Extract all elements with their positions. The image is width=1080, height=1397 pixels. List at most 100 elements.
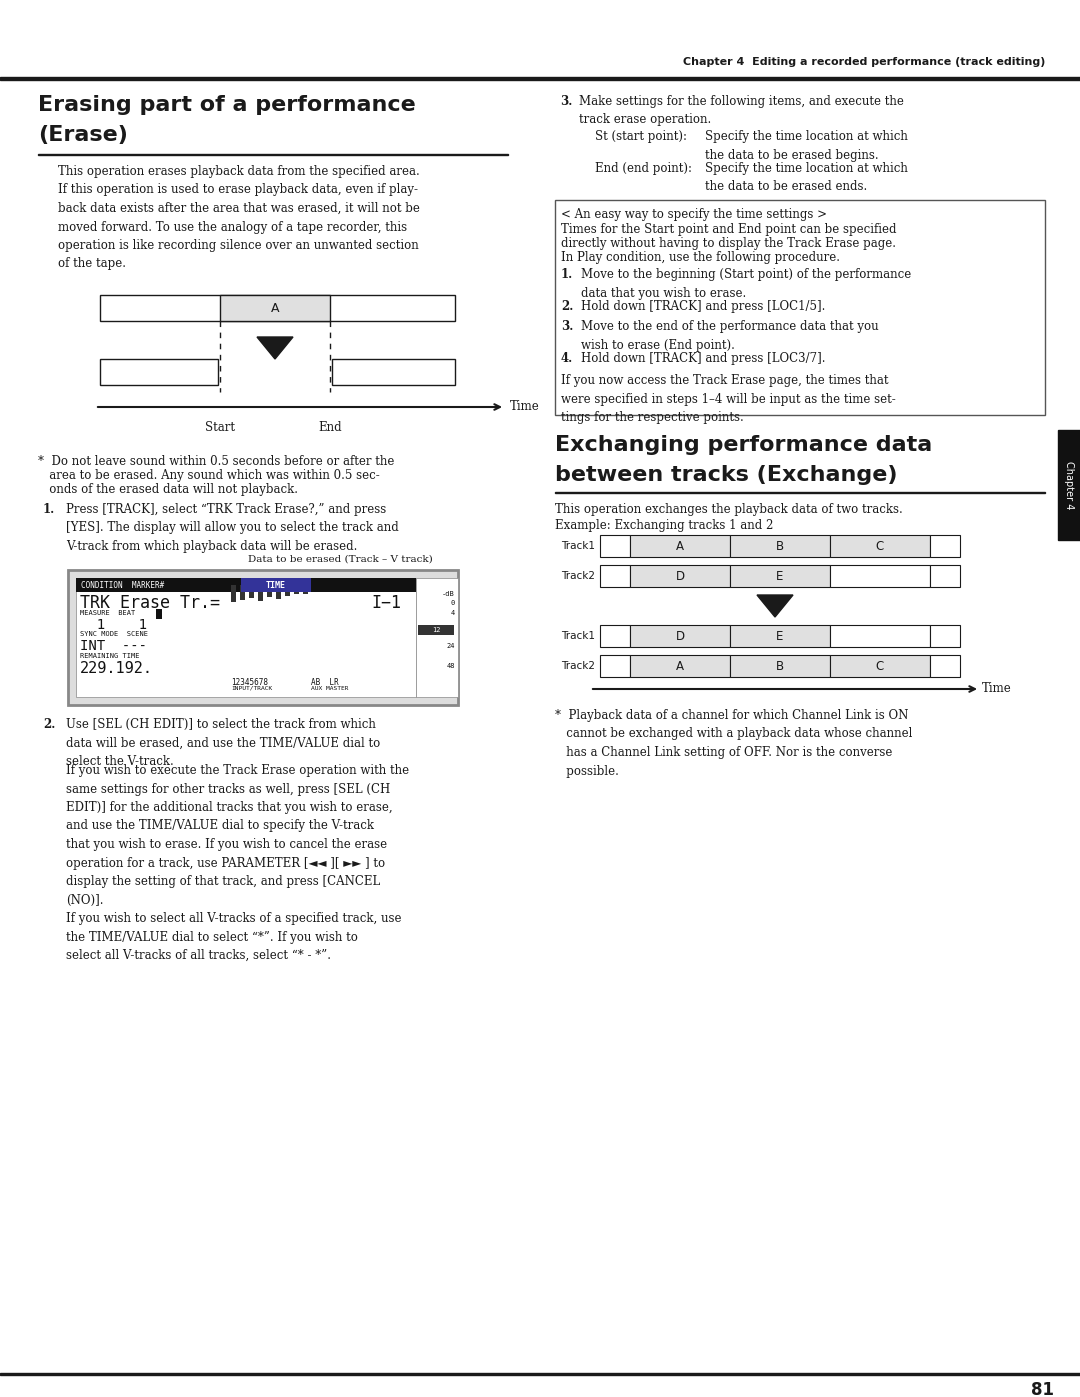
- Bar: [630, 655, 730, 678]
- Bar: [831, 564, 930, 587]
- Text: *  Do not leave sound within 0.5 seconds before or after the: * Do not leave sound within 0.5 seconds …: [38, 455, 394, 468]
- Text: This operation erases playback data from the specified area.
If this operation i: This operation erases playback data from…: [58, 165, 420, 271]
- Text: St (start point):: St (start point):: [595, 130, 687, 142]
- Text: 2.: 2.: [561, 300, 573, 313]
- Bar: [630, 535, 730, 557]
- Text: Track1: Track1: [561, 541, 595, 550]
- Text: 24: 24: [446, 643, 455, 650]
- Bar: [730, 624, 831, 647]
- Text: 12: 12: [432, 627, 441, 633]
- Bar: [730, 655, 831, 678]
- Bar: [1058, 430, 1080, 541]
- Text: Example: Exchanging tracks 1 and 2: Example: Exchanging tracks 1 and 2: [555, 520, 773, 532]
- Text: End: End: [319, 420, 341, 434]
- Text: E: E: [777, 570, 784, 583]
- Text: -dB: -dB: [442, 591, 455, 597]
- Bar: [630, 564, 730, 587]
- Text: Start: Start: [205, 420, 235, 434]
- Bar: [303, 585, 308, 594]
- Text: Exchanging performance data: Exchanging performance data: [555, 434, 932, 455]
- Bar: [418, 624, 454, 636]
- Text: Hold down [TRACK] and press [LOC1/5].: Hold down [TRACK] and press [LOC1/5].: [581, 300, 825, 313]
- Text: C: C: [876, 659, 885, 672]
- Bar: [416, 578, 458, 697]
- Text: Data to be erased (Track – V track): Data to be erased (Track – V track): [247, 555, 432, 564]
- Text: A: A: [676, 659, 684, 672]
- Bar: [831, 535, 930, 557]
- Text: Use [SEL (CH EDIT)] to select the track from which
data will be erased, and use : Use [SEL (CH EDIT)] to select the track …: [66, 718, 380, 768]
- Bar: [68, 570, 458, 705]
- Text: MEASURE  BEAT: MEASURE BEAT: [80, 610, 135, 616]
- Bar: [332, 359, 455, 386]
- Text: directly without having to display the Track Erase page.: directly without having to display the T…: [561, 237, 896, 250]
- Text: Time: Time: [982, 683, 1012, 696]
- Text: INPUT/TRACK: INPUT/TRACK: [231, 686, 272, 692]
- Text: Track2: Track2: [561, 571, 595, 581]
- Bar: [555, 200, 1045, 415]
- Text: End (end point):: End (end point):: [595, 162, 692, 175]
- Bar: [258, 585, 264, 601]
- Text: between tracks (Exchange): between tracks (Exchange): [555, 465, 897, 485]
- Bar: [730, 535, 831, 557]
- Text: *  Playback data of a channel for which Channel Link is ON
   cannot be exchange: * Playback data of a channel for which C…: [555, 710, 913, 778]
- Bar: [600, 655, 630, 678]
- Text: Move to the beginning (Start point) of the performance
data that you wish to era: Move to the beginning (Start point) of t…: [581, 268, 912, 299]
- Bar: [555, 492, 1045, 493]
- Text: TIME: TIME: [266, 581, 286, 590]
- Bar: [76, 578, 416, 592]
- Text: Chapter 4  Editing a recorded performance (track editing): Chapter 4 Editing a recorded performance…: [683, 57, 1045, 67]
- Bar: [276, 585, 281, 599]
- Text: 229.192.: 229.192.: [80, 661, 153, 676]
- Text: B: B: [775, 659, 784, 672]
- Bar: [100, 295, 455, 321]
- Bar: [38, 154, 508, 155]
- Text: 12345678: 12345678: [231, 678, 268, 687]
- Text: < An easy way to specify the time settings >: < An easy way to specify the time settin…: [561, 208, 827, 221]
- Text: 2.: 2.: [43, 718, 55, 731]
- Text: B: B: [775, 539, 784, 552]
- Bar: [240, 585, 245, 599]
- Text: 81: 81: [1030, 1382, 1053, 1397]
- Bar: [267, 585, 272, 597]
- Text: INT  ---: INT ---: [80, 638, 147, 652]
- Text: 1.: 1.: [561, 268, 573, 281]
- Text: TRK Erase Tr.=: TRK Erase Tr.=: [80, 594, 220, 612]
- Text: I−1: I−1: [372, 594, 401, 612]
- Bar: [600, 564, 630, 587]
- Text: 1.: 1.: [43, 503, 55, 515]
- Bar: [630, 624, 730, 647]
- Bar: [600, 624, 630, 647]
- Text: 4: 4: [450, 610, 455, 616]
- Text: area to be erased. Any sound which was within 0.5 sec-: area to be erased. Any sound which was w…: [38, 469, 380, 482]
- Bar: [930, 655, 960, 678]
- Text: Time: Time: [510, 401, 540, 414]
- Text: Times for the Start point and End point can be specified: Times for the Start point and End point …: [561, 224, 896, 236]
- Text: A: A: [271, 302, 280, 314]
- Bar: [294, 585, 299, 594]
- Text: Press [TRACK], select “TRK Track Erase?,” and press
[YES]. The display will allo: Press [TRACK], select “TRK Track Erase?,…: [66, 503, 399, 553]
- Text: 0: 0: [450, 599, 455, 606]
- Text: 3.: 3.: [561, 320, 573, 332]
- Text: C: C: [876, 539, 885, 552]
- Text: If you wish to execute the Track Erase operation with the
same settings for othe: If you wish to execute the Track Erase o…: [66, 764, 409, 963]
- Text: 4.: 4.: [561, 352, 573, 365]
- Text: This operation exchanges the playback data of two tracks.: This operation exchanges the playback da…: [555, 503, 903, 515]
- Bar: [156, 609, 162, 619]
- Text: Specify the time location at which
the data to be erased ends.: Specify the time location at which the d…: [705, 162, 908, 194]
- Bar: [100, 359, 218, 386]
- Bar: [76, 578, 416, 697]
- Text: SYNC MODE  SCENE: SYNC MODE SCENE: [80, 631, 148, 637]
- Text: AUX MASTER: AUX MASTER: [311, 686, 349, 692]
- Text: D: D: [675, 570, 685, 583]
- Text: Make settings for the following items, and execute the
track erase operation.: Make settings for the following items, a…: [579, 95, 904, 127]
- Text: Track1: Track1: [561, 631, 595, 641]
- Text: D: D: [675, 630, 685, 643]
- Text: REMAINING TIME: REMAINING TIME: [80, 652, 139, 659]
- Bar: [0, 77, 1080, 80]
- Polygon shape: [757, 595, 793, 617]
- Bar: [831, 655, 930, 678]
- Text: (Erase): (Erase): [38, 124, 127, 145]
- Bar: [730, 564, 831, 587]
- Text: Chapter 4: Chapter 4: [1064, 461, 1074, 509]
- Text: E: E: [777, 630, 784, 643]
